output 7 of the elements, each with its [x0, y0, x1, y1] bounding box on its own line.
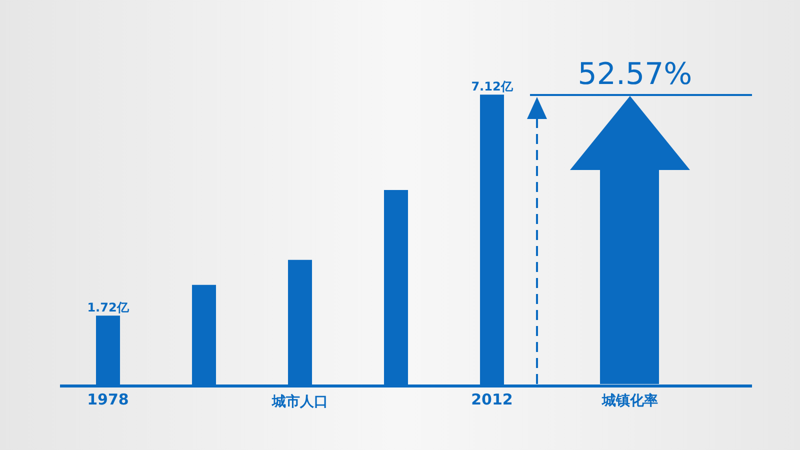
text: 城镇化率 [600, 392, 659, 410]
x-axis-title: 城市人口 [271, 392, 328, 410]
text: 52.57% [576, 57, 694, 92]
data-label: 7.12亿 [471, 80, 514, 94]
data-label: 1.72亿 [87, 300, 130, 315]
x-tick-label: 2012 [471, 390, 513, 409]
x-tick-label: 1978 [87, 390, 129, 409]
